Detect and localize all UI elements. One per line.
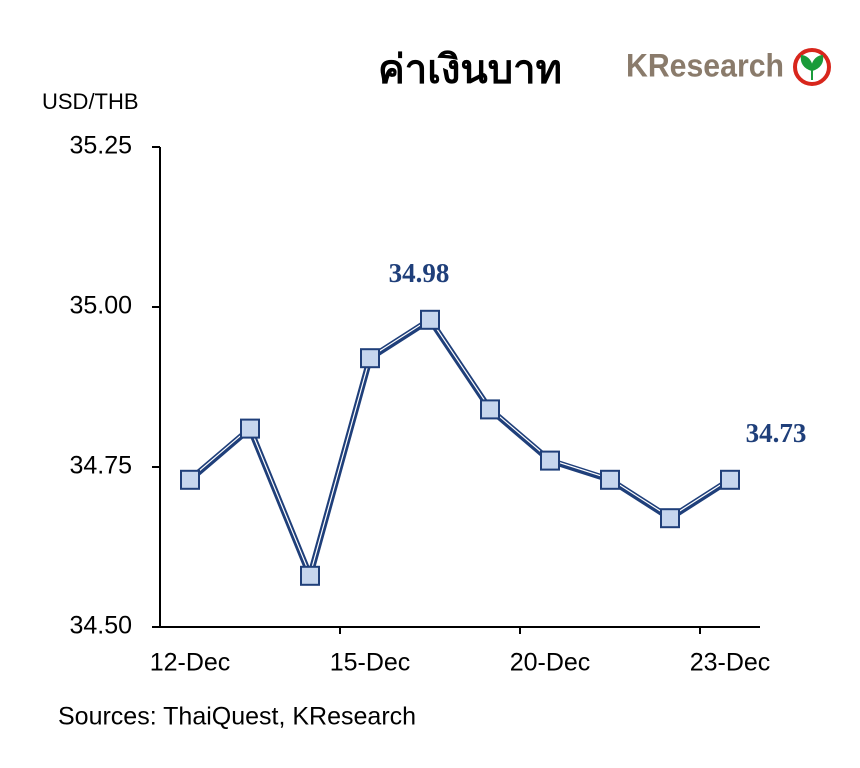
chart-title: ค่าเงินบาท — [378, 47, 562, 93]
marker — [420, 309, 440, 330]
marker — [540, 450, 560, 471]
marker — [240, 418, 260, 439]
y-axis-label: USD/THB — [42, 89, 139, 114]
y-tick-label: 35.25 — [69, 132, 132, 160]
marker — [480, 399, 500, 420]
marker — [180, 469, 200, 490]
marker — [720, 469, 740, 490]
line — [188, 316, 732, 579]
axes — [159, 147, 760, 634]
x-tick-label: 15-Dec — [330, 649, 411, 677]
logo-text: KResearch — [626, 47, 784, 83]
x-tick-label: 20-Dec — [510, 649, 591, 677]
marker — [300, 565, 320, 586]
x-tick-label: 23-Dec — [690, 649, 771, 677]
x-tick-label: 12-Dec — [150, 649, 231, 677]
line-highlight — [189, 317, 731, 577]
marker — [600, 469, 620, 490]
y-tick-label: 35.00 — [69, 292, 132, 320]
marker — [360, 348, 380, 369]
value-label: 34.98 — [389, 258, 450, 288]
marker — [660, 508, 680, 529]
source-note: Sources: ThaiQuest, KResearch — [58, 703, 416, 731]
y-tick-label: 34.50 — [69, 612, 132, 640]
value-label: 34.73 — [746, 418, 807, 448]
y-tick-label: 34.75 — [69, 452, 132, 480]
logo-icon — [793, 48, 831, 86]
